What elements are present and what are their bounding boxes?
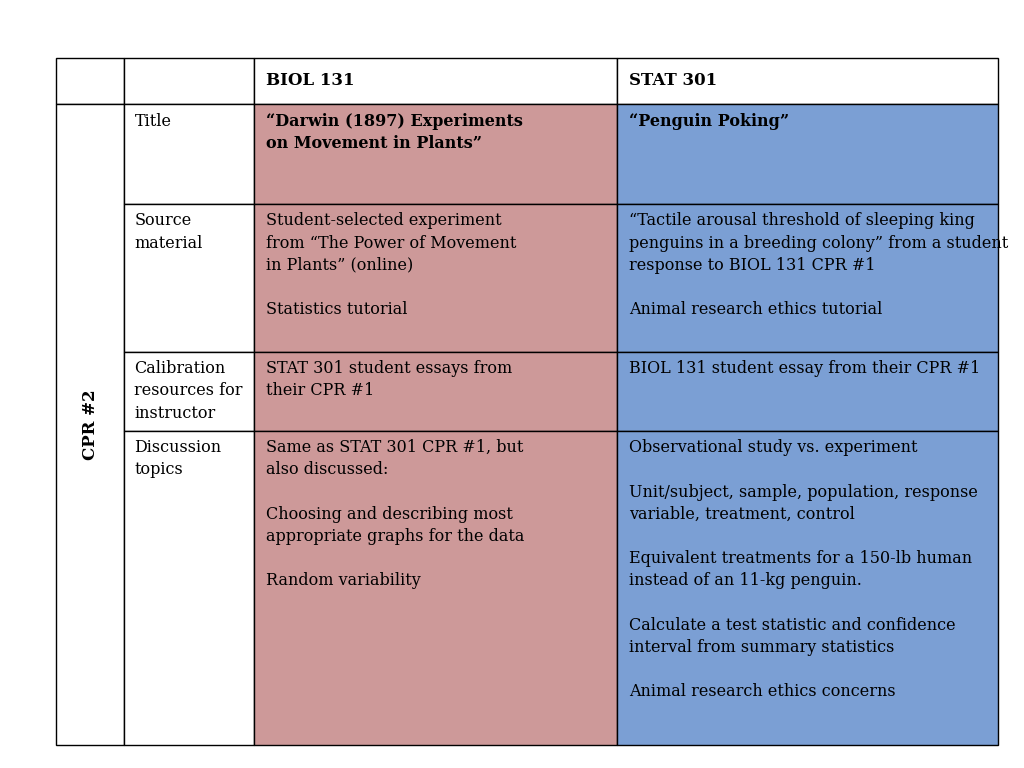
Bar bbox=[124, 58, 254, 104]
Text: Observational study vs. experiment

Unit/subject, sample, population, response
v: Observational study vs. experiment Unit/… bbox=[629, 439, 978, 700]
Bar bbox=[56, 58, 124, 104]
Bar bbox=[254, 431, 616, 745]
Text: STAT 301 student essays from
their CPR #1: STAT 301 student essays from their CPR #… bbox=[266, 360, 513, 399]
Text: Same as STAT 301 CPR #1, but
also discussed:

Choosing and describing most
appro: Same as STAT 301 CPR #1, but also discus… bbox=[266, 439, 525, 590]
Text: “Penguin Poking”: “Penguin Poking” bbox=[629, 113, 790, 130]
Text: Calibration
resources for
instructor: Calibration resources for instructor bbox=[134, 360, 243, 422]
Bar bbox=[616, 104, 998, 204]
Text: BIOL 131 student essay from their CPR #1: BIOL 131 student essay from their CPR #1 bbox=[629, 360, 980, 377]
Bar bbox=[124, 352, 254, 431]
Bar bbox=[254, 58, 616, 104]
Bar bbox=[254, 352, 616, 431]
Bar bbox=[616, 431, 998, 745]
Bar bbox=[56, 104, 124, 745]
Text: Discussion
topics: Discussion topics bbox=[134, 439, 221, 478]
Bar bbox=[254, 204, 616, 352]
Text: BIOL 131: BIOL 131 bbox=[266, 72, 355, 89]
Text: “Tactile arousal threshold of sleeping king
penguins in a breeding colony” from : “Tactile arousal threshold of sleeping k… bbox=[629, 213, 1009, 318]
Text: CPR #2: CPR #2 bbox=[82, 389, 98, 460]
Bar bbox=[616, 204, 998, 352]
Bar bbox=[124, 204, 254, 352]
Text: Title: Title bbox=[134, 113, 171, 130]
Bar bbox=[124, 431, 254, 745]
Text: Source
material: Source material bbox=[134, 213, 203, 252]
Text: STAT 301: STAT 301 bbox=[629, 72, 717, 89]
Bar bbox=[124, 104, 254, 204]
Text: Student-selected experiment
from “The Power of Movement
in Plants” (online)

Sta: Student-selected experiment from “The Po… bbox=[266, 213, 517, 318]
Text: “Darwin (1897) Experiments
on Movement in Plants”: “Darwin (1897) Experiments on Movement i… bbox=[266, 113, 523, 152]
Bar bbox=[616, 352, 998, 431]
Bar bbox=[254, 104, 616, 204]
Bar bbox=[616, 58, 998, 104]
